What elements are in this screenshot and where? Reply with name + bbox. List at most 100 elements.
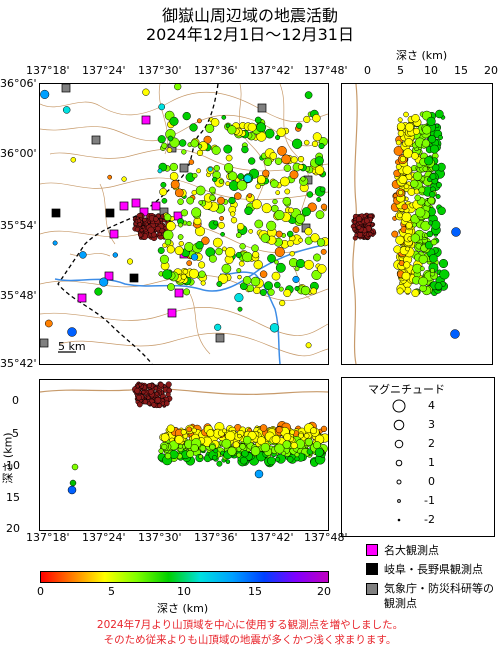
earthquake-dot bbox=[355, 215, 363, 223]
earthquake-dot bbox=[435, 194, 441, 199]
earthquake-dot bbox=[191, 207, 202, 218]
earthquake-dot bbox=[420, 220, 431, 231]
earthquake-dot bbox=[426, 230, 434, 238]
earthquake-dot bbox=[225, 459, 231, 464]
earthquake-dot bbox=[271, 271, 281, 281]
earthquake-dot bbox=[169, 172, 179, 181]
earthquake-dot bbox=[303, 433, 310, 439]
earthquake-dot bbox=[153, 386, 158, 391]
earthquake-dot bbox=[251, 199, 262, 210]
earthquake-dot bbox=[163, 213, 172, 222]
earthquake-dot bbox=[213, 220, 219, 226]
earthquake-dot bbox=[418, 186, 426, 194]
earthquake-dot bbox=[138, 382, 143, 387]
earthquake-dot bbox=[274, 246, 285, 257]
earthquake-dot bbox=[289, 170, 299, 180]
earthquake-dot bbox=[283, 289, 292, 298]
earthquake-dot bbox=[391, 230, 399, 238]
earthquake-dot bbox=[264, 281, 273, 291]
earthquake-dot bbox=[290, 156, 298, 164]
earthquake-dot bbox=[206, 429, 215, 438]
earthquake-dot bbox=[79, 251, 87, 259]
earthquake-dot bbox=[320, 203, 328, 210]
lon-tick-bottom: 137°36' bbox=[194, 531, 238, 544]
lon-tick-top: 137°42' bbox=[250, 64, 294, 77]
earthquake-dot bbox=[217, 273, 229, 284]
earthquake-dot bbox=[192, 172, 198, 179]
earthquake-dot bbox=[256, 436, 266, 446]
earthquake-dot bbox=[201, 236, 210, 245]
earthquake-dot bbox=[191, 253, 199, 261]
lat-tick: 36°06' bbox=[0, 77, 37, 90]
earthquake-dot bbox=[221, 438, 232, 449]
earthquake-dot bbox=[147, 226, 155, 234]
earthquake-dot bbox=[270, 179, 279, 188]
earthquake-dot bbox=[94, 287, 103, 296]
earthquake-dot bbox=[221, 115, 227, 120]
depth-east-tick: 10 bbox=[424, 64, 438, 77]
earthquake-dot bbox=[160, 401, 165, 406]
lon-tick-top: 137°30' bbox=[138, 64, 182, 77]
earthquake-dot bbox=[368, 232, 373, 237]
earthquake-dot bbox=[403, 183, 410, 190]
earthquake-dot bbox=[178, 139, 187, 147]
earthquake-dot bbox=[155, 225, 161, 232]
earthquake-dot bbox=[191, 189, 197, 196]
earthquake-dot bbox=[314, 156, 324, 166]
earthquake-dot bbox=[161, 197, 168, 204]
station-legend-swatch-jma bbox=[366, 583, 378, 595]
colorbar-label: 深さ (km) bbox=[157, 602, 209, 615]
earthquake-dot bbox=[422, 166, 429, 172]
note-line-1: 2024年7月より山頂域を中心に使用する観測点を増やしました。 bbox=[96, 619, 404, 631]
earthquake-dot bbox=[255, 183, 261, 190]
lon-tick-bottom: 137°42' bbox=[250, 531, 294, 544]
earthquake-dot bbox=[222, 246, 227, 252]
earthquake-dot bbox=[157, 135, 166, 144]
earthquake-dot bbox=[292, 226, 300, 233]
earthquake-dot bbox=[314, 447, 324, 457]
earthquake-dot bbox=[174, 246, 184, 256]
earthquake-dot bbox=[291, 138, 303, 149]
depth-east-tick: 15 bbox=[454, 64, 468, 77]
earthquake-dot bbox=[305, 342, 312, 349]
earthquake-dot bbox=[228, 171, 238, 181]
lat-tick: 36°00' bbox=[0, 147, 37, 160]
earthquake-dot bbox=[221, 263, 232, 274]
magnitude-label: 2 bbox=[428, 437, 435, 450]
earthquake-dot bbox=[230, 217, 238, 224]
earthquake-dot bbox=[364, 218, 370, 224]
depth-south-axis-label: 深さ (km) bbox=[1, 432, 15, 484]
earthquake-dot bbox=[236, 180, 248, 191]
earthquake-dot bbox=[422, 125, 432, 135]
earthquake-dot bbox=[246, 284, 255, 293]
earthquake-dot bbox=[212, 237, 223, 248]
earthquake-dot bbox=[213, 164, 220, 172]
earthquake-dot bbox=[287, 239, 294, 247]
earthquake-dot bbox=[157, 247, 165, 254]
earthquake-dot bbox=[274, 209, 285, 221]
earthquake-dot bbox=[186, 220, 192, 227]
depth-south-tick: 10 bbox=[6, 459, 20, 472]
earthquake-dot bbox=[301, 207, 311, 217]
earthquake-dot bbox=[223, 144, 233, 154]
map-svg bbox=[40, 84, 328, 364]
earthquake-dot bbox=[209, 186, 216, 194]
colorbar-tick: 20 bbox=[317, 585, 331, 598]
earthquake-dot bbox=[250, 276, 261, 287]
earthquake-dot bbox=[403, 111, 409, 118]
note-line-2: そのため従来よりも山頂域の地震が多くかつ浅く求まります。 bbox=[103, 634, 397, 646]
earthquake-dot bbox=[395, 139, 402, 146]
earthquake-dot bbox=[239, 443, 246, 450]
earthquake-dot bbox=[227, 125, 237, 135]
lat-tick: 35°54' bbox=[0, 219, 37, 232]
earthquake-dot bbox=[402, 148, 413, 159]
station-legend-label: 気象庁・防災科研等の観測点 bbox=[384, 582, 494, 610]
earthquake-dot bbox=[158, 103, 166, 111]
earthquake-dot bbox=[269, 323, 280, 333]
earthquake-dot bbox=[256, 175, 266, 185]
earthquake-dot bbox=[294, 452, 300, 458]
earthquake-dot bbox=[52, 240, 58, 246]
earthquake-dot bbox=[69, 479, 77, 487]
earthquake-dot bbox=[219, 215, 225, 221]
earthquake-dot bbox=[242, 435, 252, 445]
